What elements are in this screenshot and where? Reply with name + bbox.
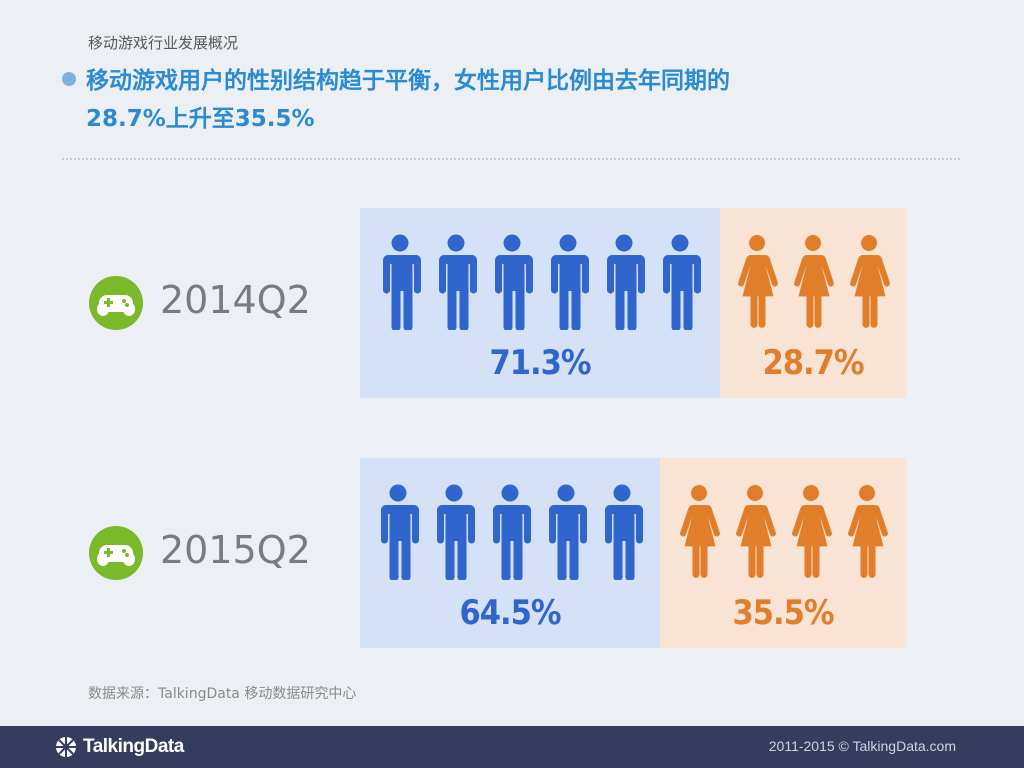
footer-copyright: 2011-2015 © TalkingData.com <box>768 738 956 754</box>
female-person-icon <box>847 234 891 330</box>
period-label: 2015Q2 <box>160 528 311 572</box>
talkingdata-logo-icon <box>56 737 76 757</box>
female-person-icon <box>789 484 833 580</box>
footer-logo-text: TalkingData <box>83 736 184 757</box>
data-source: 数据来源：TalkingData 移动数据研究中心 <box>88 686 357 702</box>
female-person-icon <box>735 234 779 330</box>
section-label: 移动游戏行业发展概况 <box>88 34 239 52</box>
male-person-icon <box>490 234 534 330</box>
period-label: 2014Q2 <box>160 278 311 322</box>
female-person-icon <box>791 234 835 330</box>
gamepad-icon <box>88 275 144 331</box>
male-percentage: 64.5% <box>459 593 561 633</box>
male-panel: 64.5% <box>360 458 660 648</box>
male-person-icon <box>488 484 532 580</box>
female-percentage: 28.7% <box>762 343 864 383</box>
female-person-icon <box>733 484 777 580</box>
headline-line-1: 移动游戏用户的性别结构趋于平衡，女性用户比例由去年同期的 <box>86 68 730 94</box>
male-percentage: 71.3% <box>489 343 591 383</box>
male-panel: 71.3% <box>360 208 720 398</box>
footer-logo: TalkingData <box>55 735 184 759</box>
female-person-icon <box>677 484 721 580</box>
headline-bullet <box>62 72 76 86</box>
male-person-icon <box>658 234 702 330</box>
male-person-icon <box>434 234 478 330</box>
female-person-icon <box>845 484 889 580</box>
footer-bar: TalkingData 2011-2015 © TalkingData.com <box>0 726 1024 768</box>
male-person-icon <box>600 484 644 580</box>
male-person-icon <box>376 484 420 580</box>
female-panel: 35.5% <box>660 458 906 648</box>
male-person-icon <box>546 234 590 330</box>
female-panel: 28.7% <box>720 208 906 398</box>
male-person-icon <box>378 234 422 330</box>
female-percentage: 35.5% <box>732 593 834 633</box>
male-person-icon <box>544 484 588 580</box>
divider <box>62 158 960 160</box>
gamepad-icon <box>88 525 144 581</box>
male-person-icon <box>432 484 476 580</box>
male-person-icon <box>602 234 646 330</box>
headline: 移动游戏用户的性别结构趋于平衡，女性用户比例由去年同期的 28.7%上升至35.… <box>86 62 906 138</box>
headline-line-2: 28.7%上升至35.5% <box>86 106 315 132</box>
